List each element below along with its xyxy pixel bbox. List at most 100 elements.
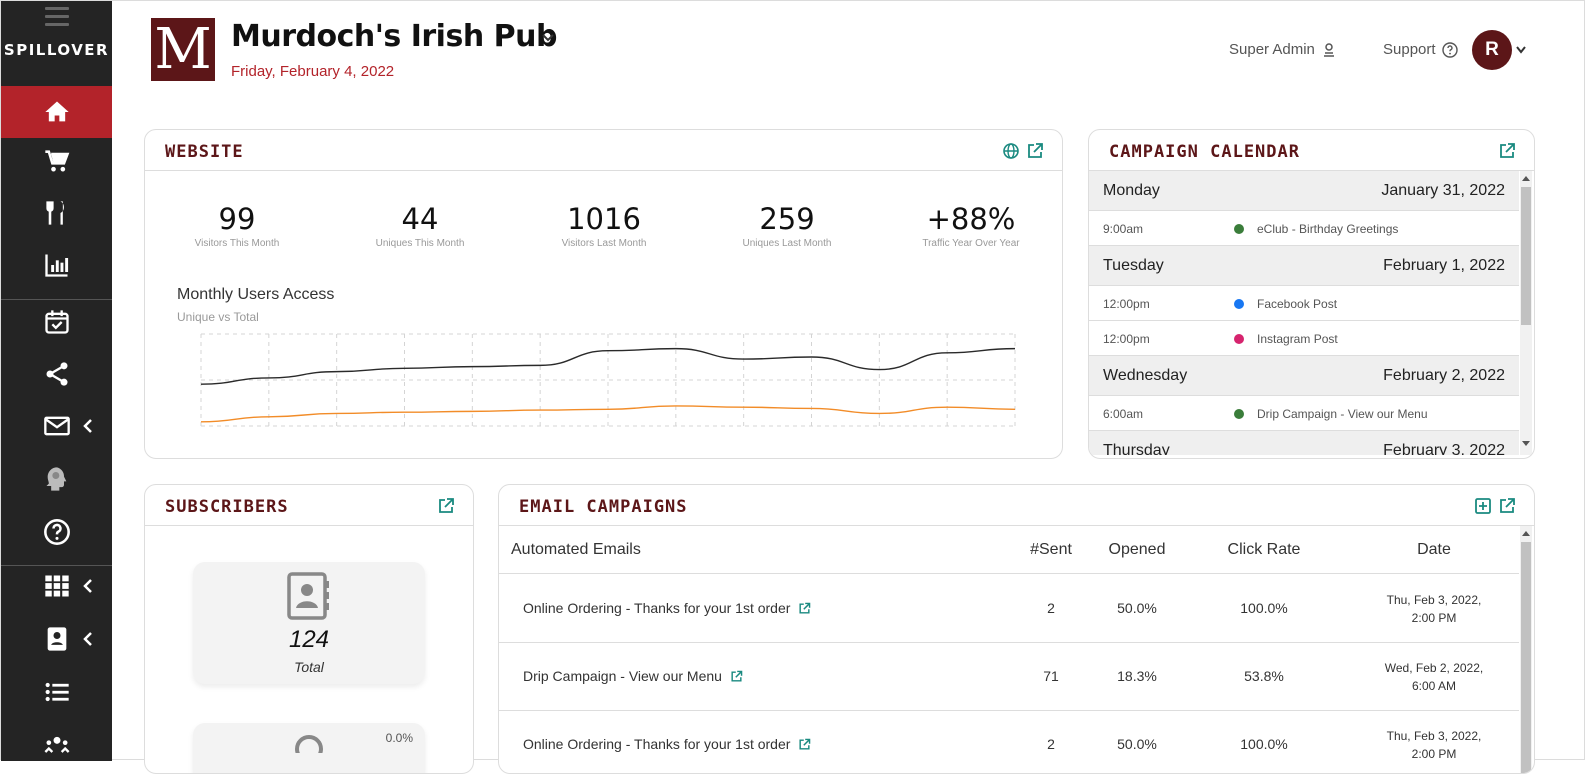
sidebar-item-insights[interactable] (1, 453, 112, 505)
stat-visitors-this-month: 99 Visitors This Month (162, 202, 312, 249)
scroll-thumb[interactable] (1521, 187, 1531, 325)
external-link-icon[interactable] (437, 497, 455, 515)
email-click-rate: 100.0% (1240, 736, 1288, 752)
subscribers-card-header: SUBSCRIBERS (145, 485, 473, 526)
stat-uniques-this-month: 44 Uniques This Month (345, 202, 495, 249)
sidebar-item-home[interactable] (1, 86, 112, 138)
event-name: Instagram Post (1257, 332, 1338, 346)
event-status-dot (1234, 409, 1244, 419)
support-link[interactable]: Support (1383, 41, 1458, 58)
user-avatar[interactable]: R (1472, 30, 1512, 70)
email-date-line2: 6:00 AM (1411, 679, 1457, 693)
event-status-dot (1234, 334, 1244, 344)
sidebar-item-lists[interactable] (1, 666, 112, 718)
venue-name[interactable]: Murdoch's Irish Pub (231, 19, 557, 54)
stat-label: Visitors This Month (194, 238, 280, 249)
stat-label: Visitors Last Month (561, 238, 647, 249)
scroll-up-arrow[interactable] (1522, 176, 1530, 181)
website-card: WEBSITE 99 Visitors This Month 44 Unique… (144, 129, 1063, 459)
col-header-click-rate[interactable]: Click Rate (1227, 541, 1301, 558)
add-square-icon[interactable] (1474, 497, 1492, 515)
email-opened: 50.0% (1117, 736, 1157, 752)
sidebar-item-apps[interactable] (1, 560, 112, 612)
support-label: Support (1383, 41, 1436, 58)
subscribers-card: SUBSCRIBERS 124 Total 0.0% (144, 484, 474, 774)
table-row[interactable]: Online Ordering - Thanks for your 1st or… (499, 711, 1519, 773)
calendar-event[interactable]: 12:00pm Instagram Post (1089, 321, 1519, 356)
table-row[interactable]: Drip Campaign - View our Menu 71 18.3% 5… (499, 643, 1519, 711)
globe-icon[interactable] (1002, 142, 1020, 160)
chart-title: Monthly Users Access (177, 286, 335, 303)
list-icon (45, 682, 69, 702)
brain-head-icon (46, 467, 66, 491)
stat-uniques-last-month: 259 Uniques Last Month (712, 202, 862, 249)
stat-label: Uniques Last Month (742, 238, 832, 249)
table-row[interactable]: Online Ordering - Thanks for your 1st or… (499, 575, 1519, 643)
external-link-icon[interactable] (1498, 142, 1516, 160)
email-date-line2: 2:00 PM (1411, 747, 1457, 761)
email-date-line2: 2:00 PM (1411, 611, 1457, 625)
event-time: 12:00pm (1103, 332, 1150, 346)
email-table-header: Automated Emails #Sent Opened Click Rate… (499, 526, 1519, 574)
subscribers-total-value: 124 (288, 626, 330, 653)
event-status-dot (1234, 299, 1244, 309)
chevron-left-icon[interactable] (81, 417, 95, 435)
sidebar-item-email[interactable] (1, 400, 112, 452)
calendar-event[interactable]: 12:00pm Facebook Post (1089, 286, 1519, 321)
sidebar-item-calendar[interactable] (1, 296, 112, 348)
chevron-down-icon[interactable] (1515, 45, 1527, 55)
col-header-name[interactable]: Automated Emails (511, 541, 641, 558)
event-time: 6:00am (1103, 407, 1144, 421)
external-link-icon[interactable] (1498, 497, 1516, 515)
stat-value: +88% (926, 202, 1016, 236)
col-header-date[interactable]: Date (1417, 541, 1451, 558)
subscribers-total-label: Total (294, 659, 324, 675)
share-icon (46, 362, 67, 386)
external-link-icon[interactable] (1026, 142, 1044, 160)
email-date: Wed, Feb 2, 2022, 6:00 AM (1359, 659, 1509, 695)
calendar-day: Thursday February 3, 2022 (1089, 431, 1519, 455)
calendar-event[interactable]: 9:00am eClub - Birthday Greetings (1089, 211, 1519, 246)
sidebar-item-social[interactable] (1, 348, 112, 400)
external-link-icon[interactable] (798, 738, 811, 751)
email-name[interactable]: Online Ordering - Thanks for your 1st or… (523, 736, 791, 752)
scroll-up-arrow[interactable] (1522, 531, 1530, 536)
address-book-icon (287, 572, 329, 620)
question-icon (43, 519, 70, 545)
stat-value: 259 (759, 202, 815, 236)
chevron-left-icon[interactable] (81, 577, 95, 595)
stat-value: 1016 (567, 202, 641, 236)
external-link-icon[interactable] (730, 670, 743, 683)
sidebar-divider (1, 565, 112, 566)
utensils-icon (45, 201, 64, 225)
col-header-opened[interactable]: Opened (1108, 541, 1166, 558)
day-name: Wednesday (1103, 367, 1188, 384)
sidebar-item-reports[interactable] (1, 239, 112, 291)
calendar-event[interactable]: 6:00am Drip Campaign - View our Menu (1089, 396, 1519, 431)
super-admin-link[interactable]: Super Admin (1229, 41, 1337, 58)
chevron-left-icon[interactable] (81, 630, 95, 648)
current-date: Friday, February 4, 2022 (231, 63, 395, 80)
calendar-scrollbar[interactable] (1520, 171, 1532, 455)
email-title: EMAIL CAMPAIGNS (519, 497, 688, 517)
scroll-down-arrow[interactable] (1522, 441, 1530, 446)
chevron-down-icon[interactable] (541, 32, 555, 44)
email-name[interactable]: Online Ordering - Thanks for your 1st or… (523, 600, 791, 616)
sidebar-item-team[interactable] (1, 719, 112, 771)
email-scrollbar[interactable] (1520, 526, 1532, 773)
stat-label: Uniques This Month (375, 238, 465, 249)
sidebar-item-help[interactable] (1, 506, 112, 558)
home-icon (44, 101, 69, 122)
hamburger-menu-icon[interactable] (45, 7, 69, 29)
col-header-sent[interactable]: #Sent (1030, 541, 1072, 558)
sidebar-item-contacts[interactable] (1, 613, 112, 665)
sidebar-item-menu[interactable] (1, 187, 112, 239)
external-link-icon[interactable] (798, 602, 811, 615)
sidebar-item-cart[interactable] (1, 135, 112, 187)
subscribers-total-box: 124 Total (193, 562, 425, 684)
calendar-day: Wednesday February 2, 2022 (1089, 356, 1519, 396)
calendar-list[interactable]: Monday January 31, 2022 9:00am eClub - B… (1089, 171, 1519, 455)
email-name[interactable]: Drip Campaign - View our Menu (523, 668, 722, 684)
scroll-thumb[interactable] (1521, 542, 1531, 773)
